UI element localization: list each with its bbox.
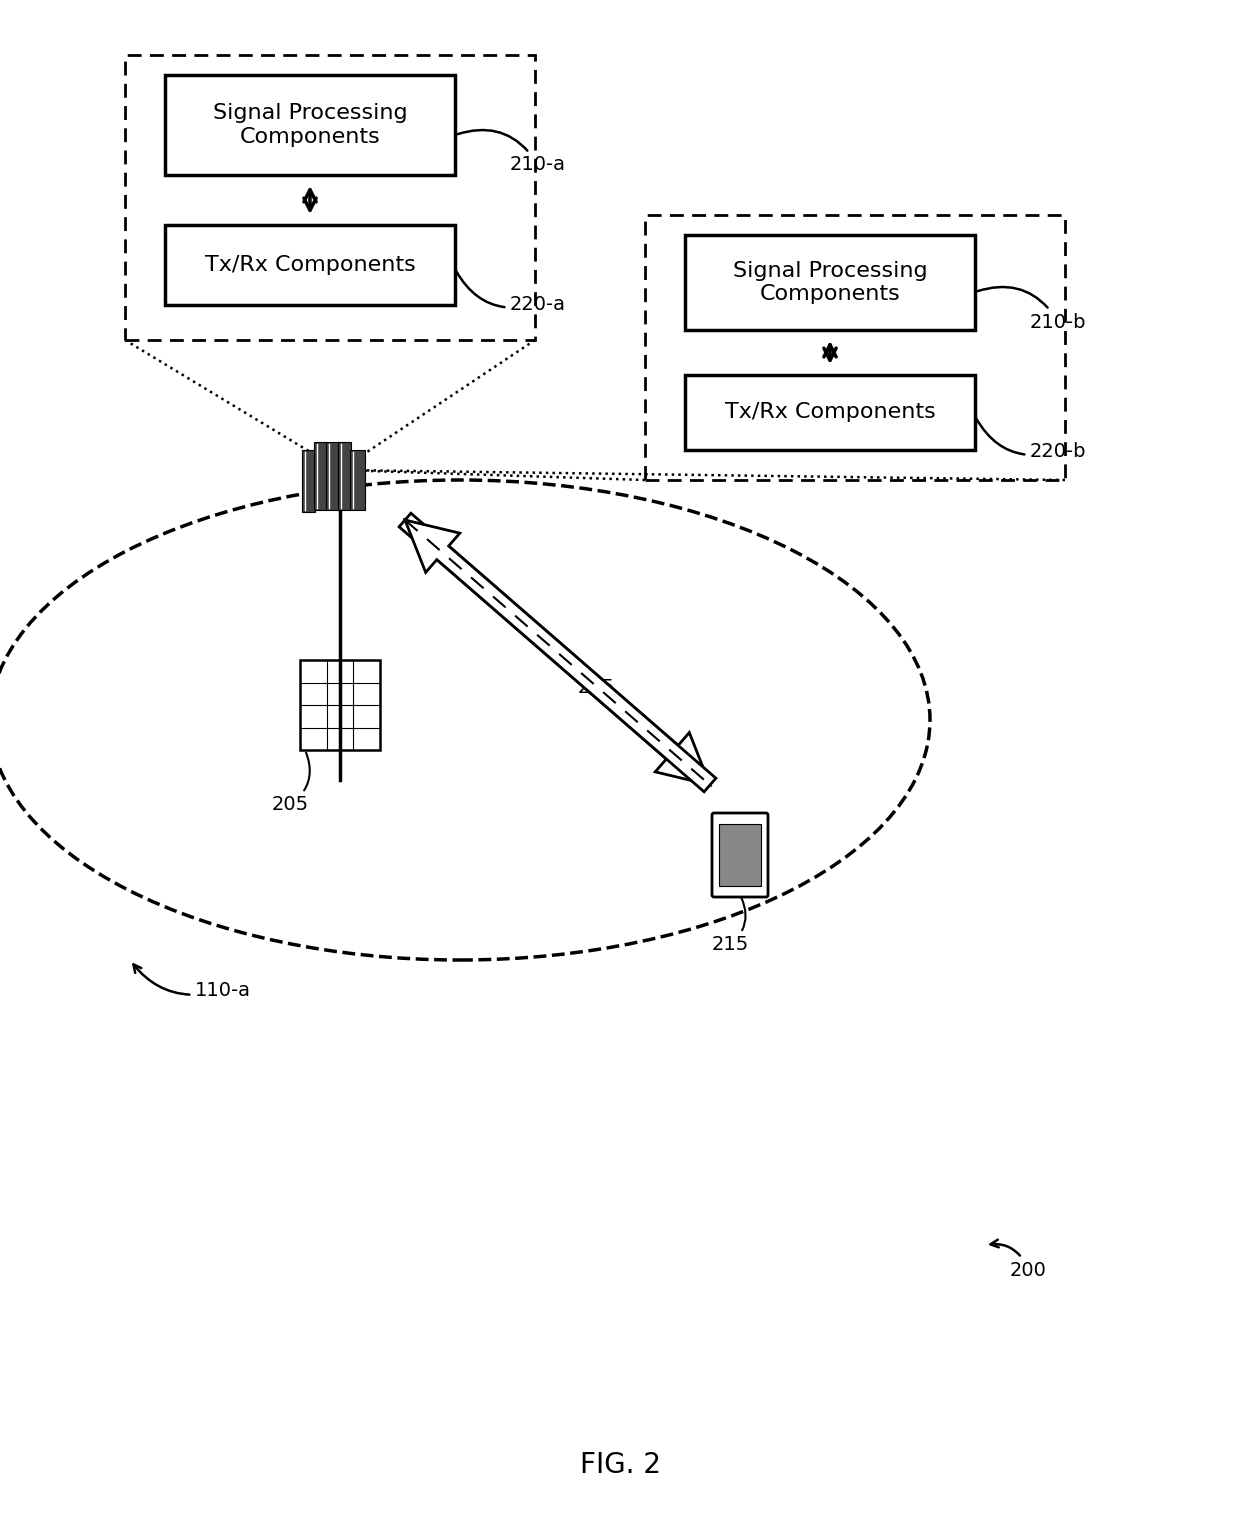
Polygon shape (399, 514, 711, 785)
Text: 110-a: 110-a (134, 965, 250, 1000)
FancyBboxPatch shape (719, 824, 761, 887)
Text: 220-a: 220-a (456, 272, 565, 313)
Text: Signal Processing
Components: Signal Processing Components (733, 261, 928, 304)
Bar (339, 442, 351, 509)
Text: 210-a: 210-a (458, 130, 565, 175)
Text: 210-b: 210-b (977, 287, 1086, 331)
Text: 215: 215 (712, 897, 749, 954)
FancyBboxPatch shape (684, 235, 975, 330)
FancyBboxPatch shape (684, 374, 975, 449)
Text: Signal Processing
Components: Signal Processing Components (213, 103, 407, 147)
Bar (326, 442, 339, 509)
FancyBboxPatch shape (165, 75, 455, 175)
Text: Tx/Rx Components: Tx/Rx Components (724, 402, 935, 422)
FancyBboxPatch shape (165, 225, 455, 305)
Text: 200: 200 (991, 1239, 1047, 1279)
Text: Tx/Rx Components: Tx/Rx Components (205, 255, 415, 275)
FancyBboxPatch shape (712, 813, 768, 897)
Bar (314, 442, 327, 509)
Text: 225: 225 (578, 678, 615, 696)
Bar (303, 449, 315, 512)
FancyBboxPatch shape (300, 660, 379, 750)
Polygon shape (405, 520, 715, 792)
Text: 220-b: 220-b (976, 419, 1086, 460)
Text: FIG. 2: FIG. 2 (579, 1451, 661, 1479)
Text: 205: 205 (272, 753, 310, 815)
Bar (350, 449, 365, 509)
